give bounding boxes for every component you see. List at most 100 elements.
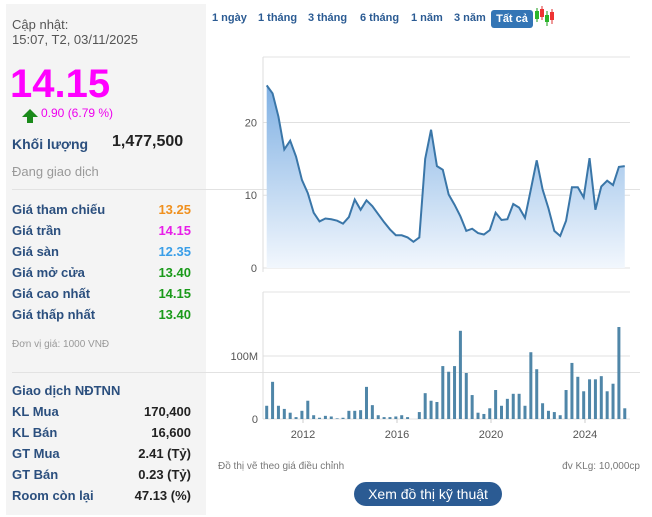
volume-bar: [306, 400, 310, 419]
candlestick-icon[interactable]: [534, 6, 554, 28]
volume-bar: [394, 416, 398, 419]
volume-bar: [447, 371, 451, 419]
price-row-value: 13.25: [158, 202, 191, 217]
range-tab[interactable]: 3 tháng: [308, 12, 348, 24]
technical-chart-button[interactable]: Xem đồ thị kỹ thuật: [354, 482, 502, 506]
volume-bar: [576, 376, 580, 419]
foreign-row-label: KL Mua: [12, 404, 59, 419]
price-row-label: Giá mở cửa: [12, 265, 85, 280]
volume-bar: [388, 417, 392, 419]
current-price: 14.15: [10, 62, 111, 106]
volume-bar: [464, 373, 468, 419]
volume-bar: [529, 352, 533, 419]
range-tab-all[interactable]: Tất cả: [491, 10, 533, 28]
foreign-row-label: GT Mua: [12, 446, 60, 461]
trading-status: Đang giao dịch: [12, 164, 99, 179]
price-row-value: 12.35: [158, 244, 191, 259]
price-row-value: 13.40: [158, 265, 191, 280]
volume-bar: [282, 408, 286, 419]
y-tick-label: 10: [245, 190, 257, 202]
price-row-label: Giá tham chiếu: [12, 202, 106, 217]
x-tick-label: 2024: [573, 429, 597, 441]
volume-bar: [406, 417, 410, 419]
volume-bar: [570, 362, 574, 419]
volume-bar: [541, 403, 545, 419]
y-tick-label: 100M: [230, 351, 258, 363]
volume-bar: [400, 415, 404, 419]
price-area: [266, 85, 625, 269]
volume-bar: [588, 379, 592, 419]
volume-bar: [276, 405, 280, 419]
volume-bar: [605, 391, 609, 419]
range-tab[interactable]: 1 ngày: [212, 12, 247, 24]
volume-bar: [458, 330, 462, 419]
volume-bar: [453, 366, 457, 419]
volume-bar: [417, 412, 421, 419]
volume-bar: [623, 408, 627, 419]
volume-bar: [535, 369, 539, 419]
price-row-label: Giá sàn: [12, 244, 59, 259]
arrow-up-icon: [22, 109, 38, 123]
volume-bar: [370, 405, 374, 419]
volume-bar: [582, 391, 586, 419]
price-row-value: 14.15: [158, 286, 191, 301]
y-tick-label: 0: [251, 263, 257, 275]
chart-note: Đồ thị vẽ theo giá điều chỉnh: [218, 461, 345, 472]
volume-bar: [323, 415, 327, 419]
update-time: 15:07, T2, 03/11/2025: [12, 32, 139, 47]
foreign-row-label: KL Bán: [12, 425, 58, 440]
volume-bar: [617, 327, 621, 419]
price-change: 0.90 (6.79 %): [22, 106, 114, 123]
volume-bar: [470, 395, 474, 419]
price-row-label: Giá trần: [12, 223, 62, 238]
volume-bar: [505, 398, 509, 419]
volume-bar: [423, 393, 427, 419]
x-tick-label: 2012: [291, 429, 315, 441]
price-row-value: 13.40: [158, 307, 191, 322]
volume-bar: [364, 386, 368, 419]
volume-bar: [593, 379, 597, 419]
volume-bar: [488, 408, 492, 419]
volume-bar: [318, 417, 322, 419]
price-unit: Đơn vị giá: 1000 VNĐ: [12, 339, 110, 350]
y-tick-label: 20: [245, 117, 257, 129]
x-tick-label: 2020: [479, 429, 503, 441]
quote-panel: [6, 4, 206, 515]
volume-bar: [564, 390, 568, 419]
volume-label: Khối lượng: [12, 136, 89, 152]
volume-bar: [611, 383, 615, 419]
volume-bar: [359, 410, 363, 419]
change-value: 0.90 (6.79 %): [41, 106, 114, 120]
foreign-row-value: 16,600: [151, 425, 191, 440]
range-tab[interactable]: 3 năm: [454, 12, 486, 24]
volume-bar: [435, 401, 439, 419]
volume-bar: [476, 412, 480, 419]
volume-bar: [546, 410, 550, 419]
divider: [12, 372, 640, 373]
foreign-row-value: 170,400: [144, 404, 191, 419]
volume-bar: [494, 390, 498, 419]
update-label: Cập nhật:: [12, 17, 69, 32]
volume-bar: [300, 410, 304, 419]
x-tick-label: 2016: [385, 429, 409, 441]
volume-bar: [271, 381, 275, 419]
foreign-row-label: Room còn lại: [12, 488, 94, 503]
volume-bar: [500, 405, 503, 419]
foreign-row-value: 0.23 (Tỷ): [138, 467, 191, 482]
volume-bar: [312, 415, 316, 419]
volume-bar: [482, 413, 486, 419]
price-row-label: Giá thấp nhất: [12, 307, 96, 322]
foreign-row-label: GT Bán: [12, 467, 59, 482]
volume-bar: [347, 410, 351, 419]
range-tab[interactable]: 6 tháng: [360, 12, 400, 24]
range-tab[interactable]: 1 tháng: [258, 12, 298, 24]
volume-bar: [382, 417, 386, 419]
volume-bar: [552, 412, 556, 419]
volume-bar: [517, 393, 521, 419]
price-row-value: 14.15: [158, 223, 191, 238]
volume-bar: [265, 405, 269, 419]
range-tab[interactable]: 1 năm: [411, 12, 443, 24]
volume-bar: [288, 412, 292, 419]
volume-value: 1,477,500: [112, 133, 184, 150]
